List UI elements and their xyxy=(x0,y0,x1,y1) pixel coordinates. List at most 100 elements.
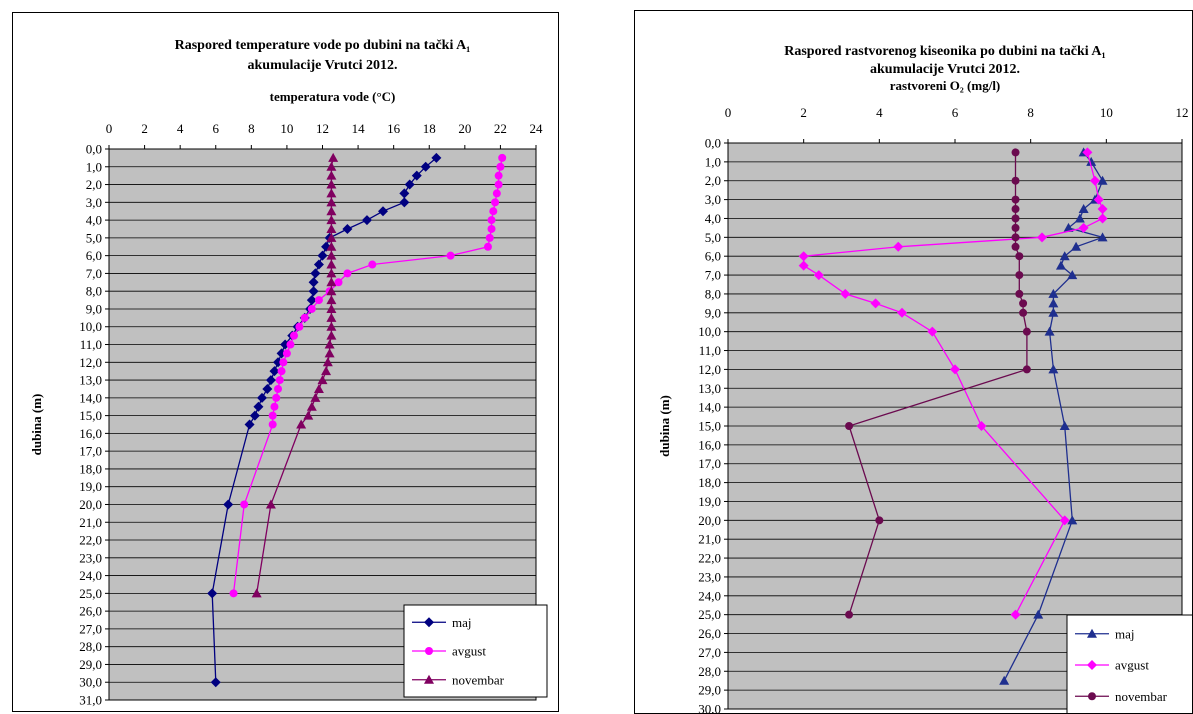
data-point-novembar xyxy=(326,161,337,171)
y-tick-label: 0,0 xyxy=(86,142,102,157)
y-tick-label: 23,0 xyxy=(698,569,721,584)
legend: maj avgust novembar xyxy=(1066,614,1192,713)
data-point-avgust xyxy=(489,207,498,216)
x-tick-label: 20 xyxy=(458,121,471,136)
data-point-novembar xyxy=(1019,308,1028,317)
data-point-avgust xyxy=(290,331,299,340)
legend-marker-novembar xyxy=(1088,692,1096,701)
y-tick-label: 14,0 xyxy=(698,400,721,415)
y-tick-label: 13,0 xyxy=(79,373,102,388)
data-point-avgust xyxy=(798,260,809,271)
y-tick-label: 12,0 xyxy=(698,362,721,377)
y-axis-label: dubina (m) xyxy=(657,395,672,457)
data-point-maj xyxy=(317,250,328,261)
x-tick-label: 16 xyxy=(387,121,401,136)
y-tick-label: 24,0 xyxy=(698,588,721,603)
y-tick-label: 1,0 xyxy=(86,159,102,174)
x-tick-label: 14 xyxy=(352,121,366,136)
data-point-novembar xyxy=(1022,327,1031,336)
legend-marker-novembar xyxy=(424,674,434,684)
data-point-novembar xyxy=(845,422,854,430)
x-tick-label: 2 xyxy=(800,105,807,120)
x-tick-label: 12 xyxy=(316,121,329,136)
data-point-novembar xyxy=(326,250,337,260)
data-point-novembar xyxy=(326,321,337,331)
y-tick-label: 25,0 xyxy=(79,586,102,601)
data-point-avgust xyxy=(494,180,503,189)
data-point-avgust xyxy=(1010,609,1021,620)
x-tick-label: 8 xyxy=(1027,105,1034,120)
data-point-avgust xyxy=(491,198,500,207)
legend-label-novembar: novembar xyxy=(1115,689,1168,704)
data-point-novembar xyxy=(321,366,332,376)
data-point-avgust xyxy=(870,298,881,309)
y-tick-label: 17,0 xyxy=(698,456,721,471)
x-tick-label: 10 xyxy=(280,121,293,136)
data-point-maj xyxy=(313,259,324,270)
x-tick-label: 24 xyxy=(530,121,544,136)
data-point-novembar xyxy=(326,232,337,242)
y-tick-label: 15,0 xyxy=(698,419,721,434)
y-tick-label: 4,0 xyxy=(705,211,721,226)
data-point-maj xyxy=(399,188,410,199)
data-point-maj xyxy=(1048,298,1059,308)
series-novembar xyxy=(845,148,1031,619)
data-point-novembar xyxy=(251,588,262,598)
y-tick-label: 20,0 xyxy=(698,513,721,528)
data-point-maj xyxy=(269,366,280,377)
chart-title-line: akumulacije Vrutci 2012. xyxy=(870,62,1020,77)
data-point-novembar xyxy=(845,610,854,619)
y-tick-label: 20,0 xyxy=(79,497,102,512)
data-point-avgust xyxy=(498,153,507,162)
y-tick-label: 8,0 xyxy=(705,286,721,301)
data-point-maj xyxy=(1067,270,1078,280)
y-tick-label: 2,0 xyxy=(705,173,721,188)
data-point-avgust xyxy=(976,421,987,431)
y-tick-label: 4,0 xyxy=(86,213,102,228)
data-point-maj xyxy=(244,419,255,430)
y-tick-label: 22,0 xyxy=(79,533,102,548)
data-point-novembar xyxy=(322,357,333,367)
data-point-maj xyxy=(361,215,372,226)
data-point-novembar xyxy=(326,277,337,287)
data-point-maj xyxy=(342,223,353,234)
data-point-novembar xyxy=(326,312,337,322)
data-point-novembar xyxy=(1011,223,1020,232)
y-tick-label: 27,0 xyxy=(79,621,102,636)
data-point-avgust xyxy=(487,224,496,233)
data-point-novembar xyxy=(313,383,324,393)
data-point-avgust xyxy=(1082,147,1093,158)
data-point-maj xyxy=(1048,288,1059,298)
data-point-maj xyxy=(420,161,431,172)
y-tick-label: 23,0 xyxy=(79,550,102,565)
y-axis-label: dubina (m) xyxy=(29,394,44,456)
y-tick-label: 18,0 xyxy=(698,475,721,490)
y-tick-label: 22,0 xyxy=(698,551,721,566)
y-tick-label: 9,0 xyxy=(86,301,102,316)
data-point-novembar xyxy=(324,348,335,358)
y-tick-label: 24,0 xyxy=(79,568,102,583)
y-tick-label: 10,0 xyxy=(698,324,721,339)
x-tick-label: 12 xyxy=(1176,105,1189,120)
y-tick-label: 15,0 xyxy=(79,408,102,423)
data-point-novembar xyxy=(326,330,337,340)
legend-label-avgust: avgust xyxy=(1115,658,1149,673)
data-point-novembar xyxy=(326,303,337,313)
y-tick-label: 30,0 xyxy=(79,675,102,690)
series-avgust xyxy=(798,147,1108,620)
data-point-novembar xyxy=(326,170,337,180)
data-point-maj xyxy=(308,277,319,288)
series-novembar xyxy=(251,152,339,598)
y-tick-label: 5,0 xyxy=(705,230,721,245)
y-tick-label: 21,0 xyxy=(698,532,721,547)
data-point-novembar xyxy=(1015,289,1024,298)
data-point-maj xyxy=(1033,609,1044,619)
data-point-maj xyxy=(306,295,317,306)
data-point-maj xyxy=(223,499,234,510)
data-point-avgust xyxy=(272,393,281,402)
data-point-maj xyxy=(1059,421,1070,430)
data-point-avgust xyxy=(1078,222,1089,233)
y-tick-label: 1,0 xyxy=(705,154,721,169)
data-point-novembar xyxy=(1019,299,1028,308)
data-point-avgust xyxy=(483,242,492,251)
